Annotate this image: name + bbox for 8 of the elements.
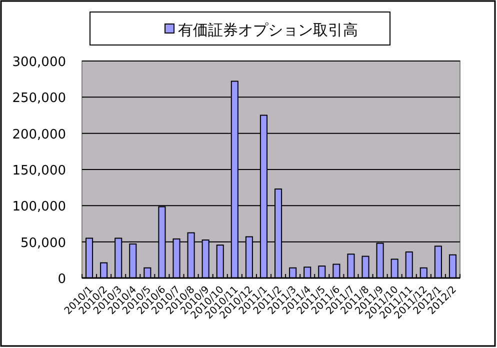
y-tick-label: 0 xyxy=(58,272,66,287)
y-tick-label: 50,000 xyxy=(20,236,66,251)
legend-label: 有価証券オプション取引高 xyxy=(178,21,358,39)
y-tick-label: 250,000 xyxy=(12,91,66,106)
y-tick-label: 100,000 xyxy=(12,200,66,215)
y-tick-label: 300,000 xyxy=(12,55,66,70)
y-tick-label: 150,000 xyxy=(12,164,66,178)
y-tick-label: 200,000 xyxy=(12,127,66,142)
